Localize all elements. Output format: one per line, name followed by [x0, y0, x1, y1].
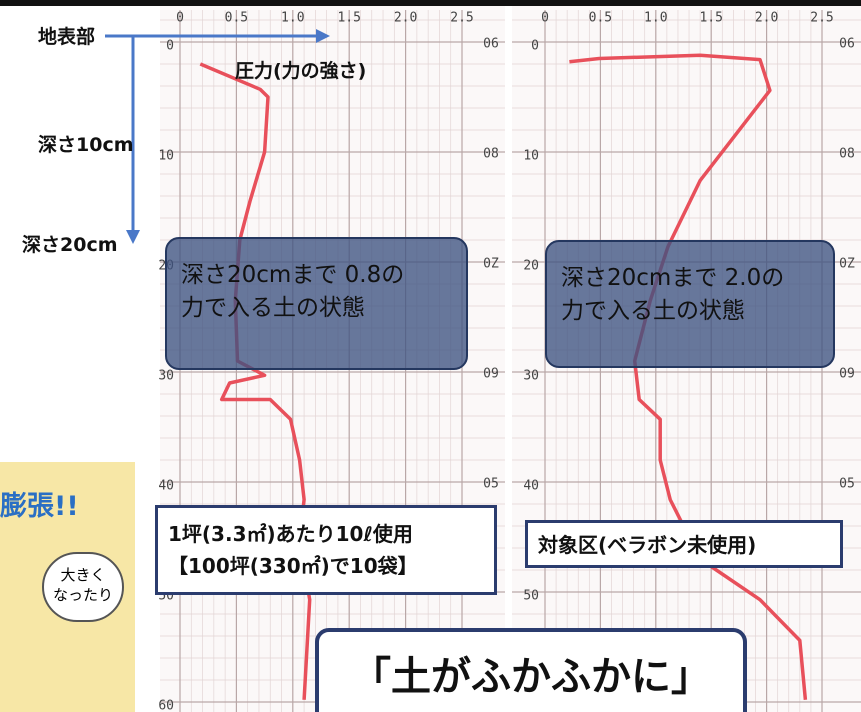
note: 対象区(ベラボン未使用): [525, 520, 843, 568]
x-tick-label: 0: [176, 11, 184, 26]
arrow-head: [126, 230, 140, 244]
label: 深さ10cm: [38, 134, 134, 156]
y-tick-label: 20: [523, 259, 539, 274]
label: 深さ20cm: [22, 234, 118, 256]
x-tick-label: 2.0: [755, 11, 778, 26]
label: 圧力(力の強さ): [235, 60, 367, 82]
x-tick-label: 1.0: [281, 11, 304, 26]
y-tick-label: 10: [158, 149, 174, 164]
y-tick-label: 30: [158, 369, 174, 384]
x-tick-label: 0.5: [225, 11, 248, 26]
side-label: 09: [839, 367, 855, 382]
side-label: 05: [839, 477, 855, 492]
note-line: 1坪(3.3㎡)あたり10ℓ使用: [168, 522, 413, 546]
note-line: 対象区(ベラボン未使用): [538, 533, 757, 557]
side-label: 08: [483, 147, 499, 162]
x-tick-label: 2.5: [810, 11, 833, 26]
y-tick-label: 0: [166, 39, 174, 54]
y-tick-label: 10: [523, 149, 539, 164]
side-label: 05: [483, 477, 499, 492]
side-label: 0Z: [483, 257, 499, 272]
y-tick-label: 40: [158, 479, 174, 494]
callout-line: 力で入る土の状態: [181, 295, 365, 322]
cartoon-title: 膨張!!: [0, 491, 79, 522]
callout-line: 深さ20cmまで 2.0の: [561, 265, 785, 291]
x-tick-label: 2.0: [394, 11, 417, 26]
x-tick-label: 2.5: [450, 11, 473, 26]
note-line: 【100坪(330㎡)で10袋】: [168, 554, 418, 578]
arrow-head: [316, 29, 330, 43]
x-tick-label: 1.5: [337, 11, 360, 26]
x-tick-label: 1.5: [699, 11, 722, 26]
side-label: 0Z: [839, 257, 855, 272]
callout: 深さ20cmまで 2.0の 力で入る土の状態: [545, 240, 835, 368]
x-tick-label: 0.5: [589, 11, 612, 26]
y-tick-label: 50: [523, 589, 539, 604]
side-label: 06: [483, 37, 499, 52]
bubble-line: 大きく: [60, 566, 106, 584]
side-label: 08: [839, 147, 855, 162]
side-label: 06: [839, 37, 855, 52]
callout: 深さ20cmまで 0.8の 力で入る土の状態: [165, 237, 468, 370]
label: 地表部: [38, 26, 96, 48]
banner: 「土がふかふかに」: [315, 628, 747, 712]
bubble-line: なったり: [52, 585, 113, 604]
y-tick-label: 0: [531, 39, 539, 54]
y-tick-label: 40: [523, 479, 539, 494]
cartoon: 膨張!! 大きく なったり: [0, 462, 135, 712]
x-tick-label: 0: [541, 11, 549, 26]
top-bar: [0, 0, 861, 6]
callout-line: 深さ20cmまで 0.8の: [181, 262, 405, 288]
y-tick-label: 60: [158, 699, 174, 712]
callout-line: 力で入る土の状態: [561, 298, 745, 325]
note: 1坪(3.3㎡)あたり10ℓ使用 【100坪(330㎡)で10袋】: [155, 505, 497, 595]
side-label: 09: [483, 367, 499, 382]
y-tick-label: 30: [523, 369, 539, 384]
x-tick-label: 1.0: [644, 11, 667, 26]
speech-bubble: 大きく なったり: [42, 552, 124, 622]
